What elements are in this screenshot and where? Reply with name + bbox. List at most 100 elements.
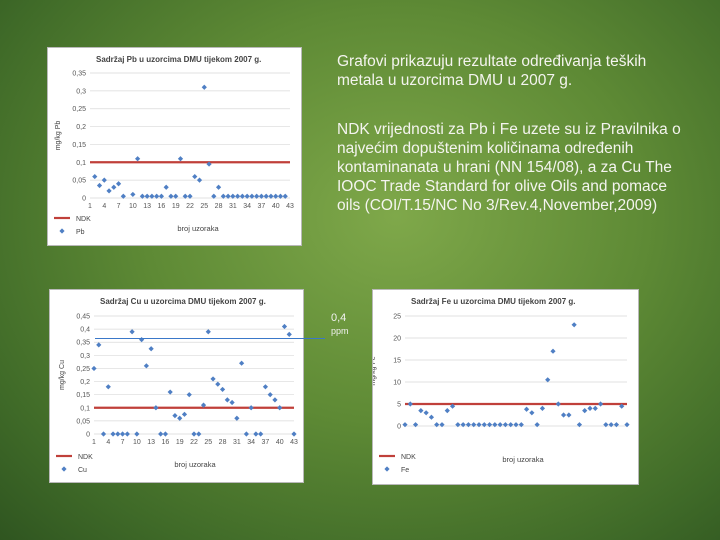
chart-fe-svg: Sadržaj Fe u uzorcima DMU tijekom 2007 g… bbox=[373, 297, 630, 474]
data-point bbox=[239, 360, 245, 366]
data-point bbox=[282, 193, 288, 199]
x-tick-label: 28 bbox=[215, 203, 223, 210]
data-point bbox=[115, 181, 122, 187]
x-axis-label: broj uzoraka bbox=[502, 455, 544, 464]
intro-text: Grafovi prikazuju rezultate određivanja … bbox=[337, 53, 647, 89]
data-point bbox=[434, 422, 440, 428]
data-point bbox=[263, 193, 269, 199]
data-point bbox=[518, 422, 524, 428]
y-axis-label: mg/kg Cu bbox=[59, 360, 66, 390]
data-point bbox=[249, 193, 255, 199]
ndk-note-text: NDK vrijednosti za Pb i Fe uzete su iz P… bbox=[337, 121, 681, 214]
data-point bbox=[187, 193, 193, 199]
data-point bbox=[134, 431, 140, 437]
data-point bbox=[476, 422, 482, 428]
data-point bbox=[149, 193, 155, 199]
data-point bbox=[139, 193, 145, 199]
data-point bbox=[177, 156, 184, 162]
data-point bbox=[471, 422, 477, 428]
y-tick-label: 0,3 bbox=[76, 88, 86, 95]
y-tick-label: 0,45 bbox=[76, 314, 90, 321]
data-point bbox=[91, 365, 97, 372]
data-point bbox=[281, 323, 288, 330]
x-tick-label: 22 bbox=[186, 203, 194, 210]
data-point bbox=[407, 401, 413, 407]
data-point bbox=[211, 193, 217, 199]
data-point bbox=[158, 431, 164, 437]
data-point bbox=[439, 422, 445, 428]
x-tick-label: 13 bbox=[147, 439, 155, 446]
x-tick-label: 4 bbox=[106, 439, 110, 446]
data-point bbox=[418, 408, 424, 414]
y-tick-label: 0,3 bbox=[80, 353, 90, 360]
data-point bbox=[172, 413, 178, 419]
data-point bbox=[120, 193, 126, 199]
data-point bbox=[224, 397, 230, 403]
data-point bbox=[486, 422, 493, 428]
data-point bbox=[106, 188, 112, 194]
data-point bbox=[101, 177, 107, 183]
data-point bbox=[215, 381, 221, 387]
data-point bbox=[129, 329, 135, 335]
data-point bbox=[465, 422, 472, 428]
legend-ndk-label: NDK bbox=[78, 454, 93, 461]
callout-value: 0,4 bbox=[331, 312, 347, 324]
data-point bbox=[225, 193, 231, 199]
data-point bbox=[428, 414, 435, 420]
data-point bbox=[144, 193, 150, 199]
x-tick-label: 1 bbox=[92, 439, 96, 446]
y-tick-label: 0,05 bbox=[76, 418, 90, 425]
data-point bbox=[582, 408, 588, 414]
data-point bbox=[119, 431, 126, 437]
data-point bbox=[167, 389, 173, 395]
data-point bbox=[173, 193, 179, 199]
data-point bbox=[181, 411, 188, 417]
data-point bbox=[239, 193, 245, 199]
data-point bbox=[105, 384, 111, 390]
data-point bbox=[115, 431, 121, 437]
x-tick-label: 4 bbox=[102, 203, 106, 210]
data-point bbox=[534, 422, 540, 428]
data-point bbox=[272, 397, 278, 403]
data-point bbox=[497, 422, 503, 428]
data-point bbox=[130, 191, 136, 198]
data-point bbox=[523, 406, 530, 412]
y-tick-label: 0,15 bbox=[72, 142, 86, 149]
data-point bbox=[201, 84, 207, 90]
data-point bbox=[154, 193, 160, 199]
data-point bbox=[492, 422, 498, 428]
x-tick-label: 16 bbox=[158, 203, 166, 210]
data-point bbox=[412, 422, 419, 428]
x-tick-label: 25 bbox=[200, 203, 208, 210]
data-point bbox=[592, 405, 598, 411]
y-tick-label: 0,2 bbox=[76, 124, 86, 131]
x-axis-label: broj uzoraka bbox=[174, 460, 216, 469]
data-point bbox=[603, 422, 609, 428]
data-point bbox=[576, 422, 583, 428]
y-tick-label: 10 bbox=[393, 380, 401, 387]
data-point bbox=[258, 431, 264, 437]
y-tick-label: 0 bbox=[86, 432, 90, 439]
chart-pb-svg: Sadržaj Pb u uzorcima DMU tijekom 2007 g… bbox=[54, 55, 294, 236]
legend-series-label: Pb bbox=[76, 229, 85, 236]
chart-title: Sadržaj Cu u uzorcima DMU tijekom 2007 g… bbox=[100, 297, 266, 306]
x-tick-label: 31 bbox=[229, 203, 237, 210]
data-point bbox=[566, 412, 572, 418]
legend-series-swatch bbox=[384, 466, 390, 472]
legend-ndk-label: NDK bbox=[76, 216, 91, 223]
y-axis-label: mg/kg Fe bbox=[373, 356, 377, 385]
legend-series-swatch bbox=[59, 228, 65, 234]
data-point bbox=[177, 415, 183, 421]
data-point bbox=[277, 193, 284, 199]
x-tick-label: 7 bbox=[117, 203, 121, 210]
data-point bbox=[234, 415, 240, 421]
chart-fe: Sadržaj Fe u uzorcima DMU tijekom 2007 g… bbox=[372, 289, 639, 485]
data-point bbox=[229, 399, 235, 406]
data-point bbox=[267, 392, 273, 398]
callout-note: 0,4 ppm bbox=[331, 312, 349, 338]
data-point bbox=[571, 322, 577, 328]
data-point bbox=[191, 431, 197, 437]
x-tick-label: 31 bbox=[233, 439, 241, 446]
data-point bbox=[153, 405, 159, 411]
x-tick-label: 25 bbox=[204, 439, 212, 446]
